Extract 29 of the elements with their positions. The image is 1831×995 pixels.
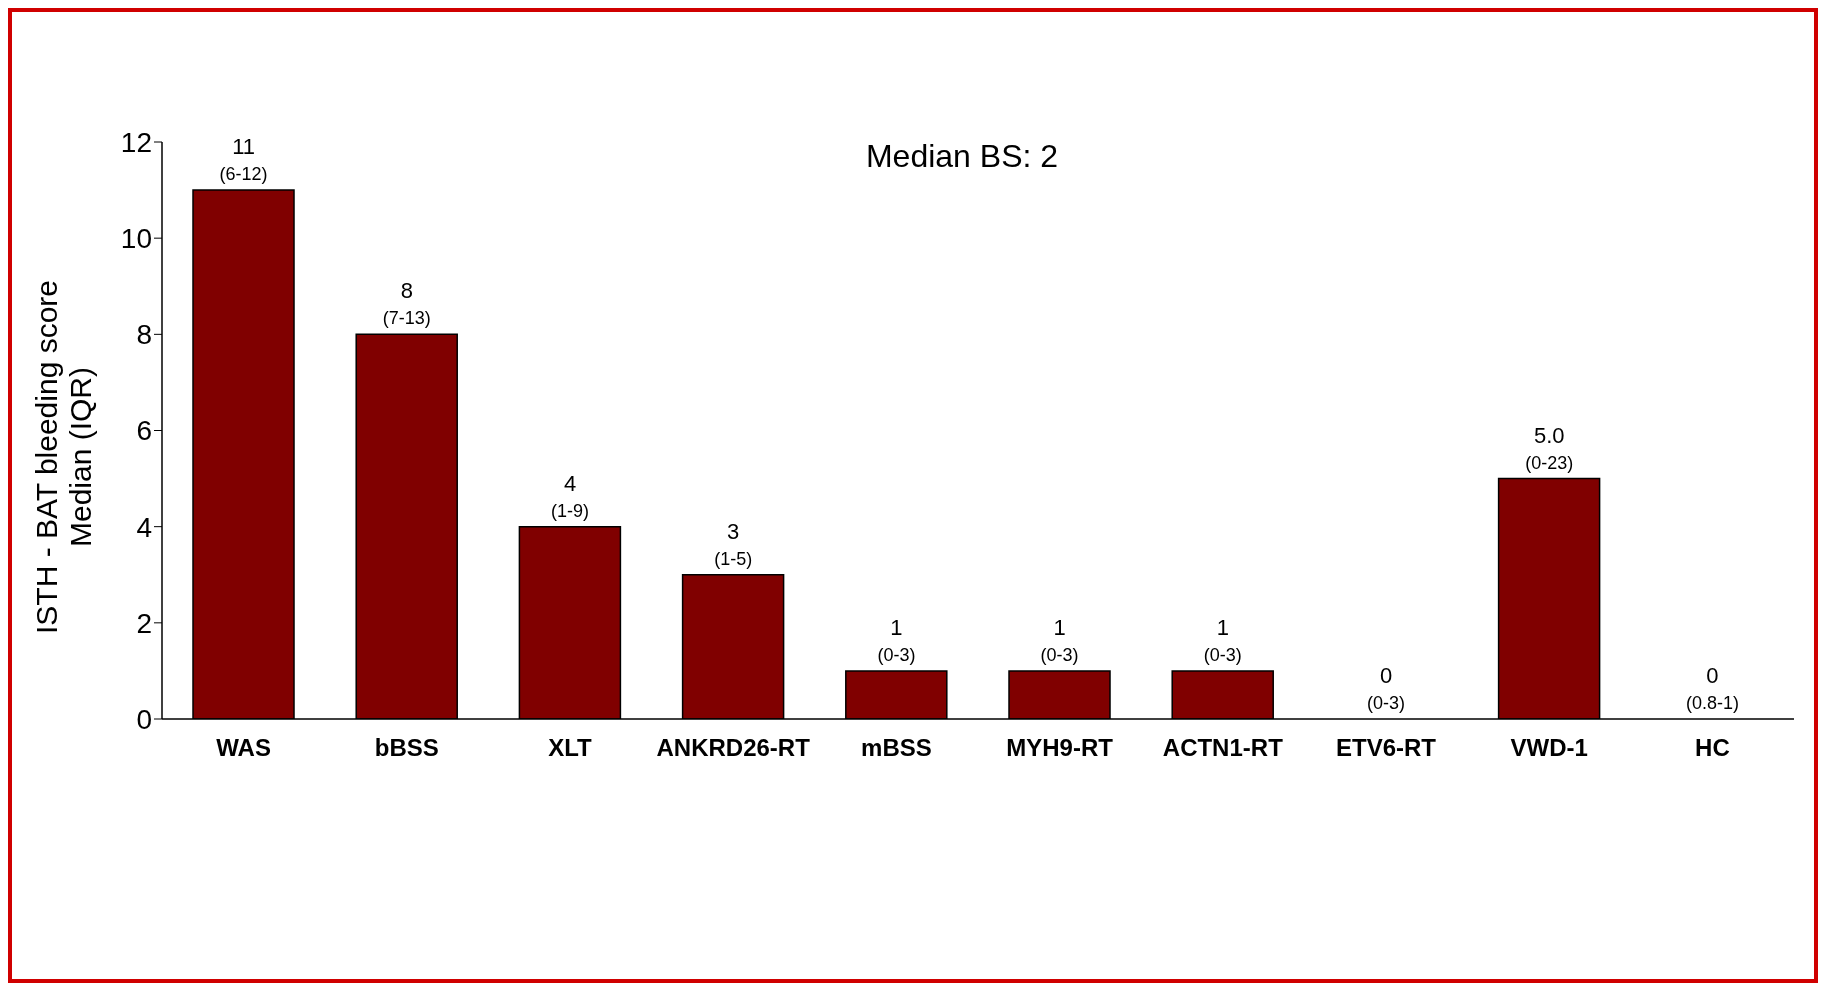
x-tick-label: ANKRD26-RT — [656, 734, 811, 762]
y-tick-label: 6 — [136, 415, 152, 447]
y-tick-label: 0 — [136, 703, 152, 735]
data-label: 4 (1-9) — [550, 470, 590, 521]
data-label: 1 (0-3) — [877, 614, 916, 665]
annotation: Median BS: 2 — [865, 138, 1059, 174]
x-tick-label: bBSS — [374, 734, 439, 762]
x-tick-label: VWD-1 — [1510, 734, 1588, 762]
x-tick-label: WAS — [216, 734, 271, 762]
x-tick-label: MYH9-RT — [1006, 734, 1114, 762]
data-label: 5.0 (0-23) — [1525, 422, 1574, 473]
y-tick-label: 8 — [136, 319, 152, 351]
x-tick-label: HC — [1695, 734, 1730, 762]
y-tick-label: 10 — [120, 223, 152, 255]
data-label: 0 (0-3) — [1366, 663, 1406, 713]
y-axis-title: ISTH - BAT bleeding score Median (IQR) — [30, 279, 97, 635]
x-tick-label: ACTN1-RT — [1162, 734, 1284, 762]
data-label: 11 (6-12) — [219, 134, 268, 185]
y-tick-label: 12 — [120, 126, 152, 158]
x-tick-label: ETV6-RT — [1335, 734, 1437, 762]
x-tick-label: XLT — [548, 734, 593, 762]
data-label: 1 (0-3) — [1203, 614, 1242, 665]
y-tick-label: 2 — [136, 607, 152, 639]
data-label: 3 (1-5) — [714, 518, 753, 569]
y-tick-label: 4 — [136, 511, 152, 543]
data-label: 1 (0-3) — [1040, 614, 1079, 665]
data-label: 0 (0.8-1) — [1685, 663, 1739, 713]
data-label: 8 (7-13) — [382, 278, 431, 329]
x-tick-label: mBSS — [861, 734, 932, 762]
